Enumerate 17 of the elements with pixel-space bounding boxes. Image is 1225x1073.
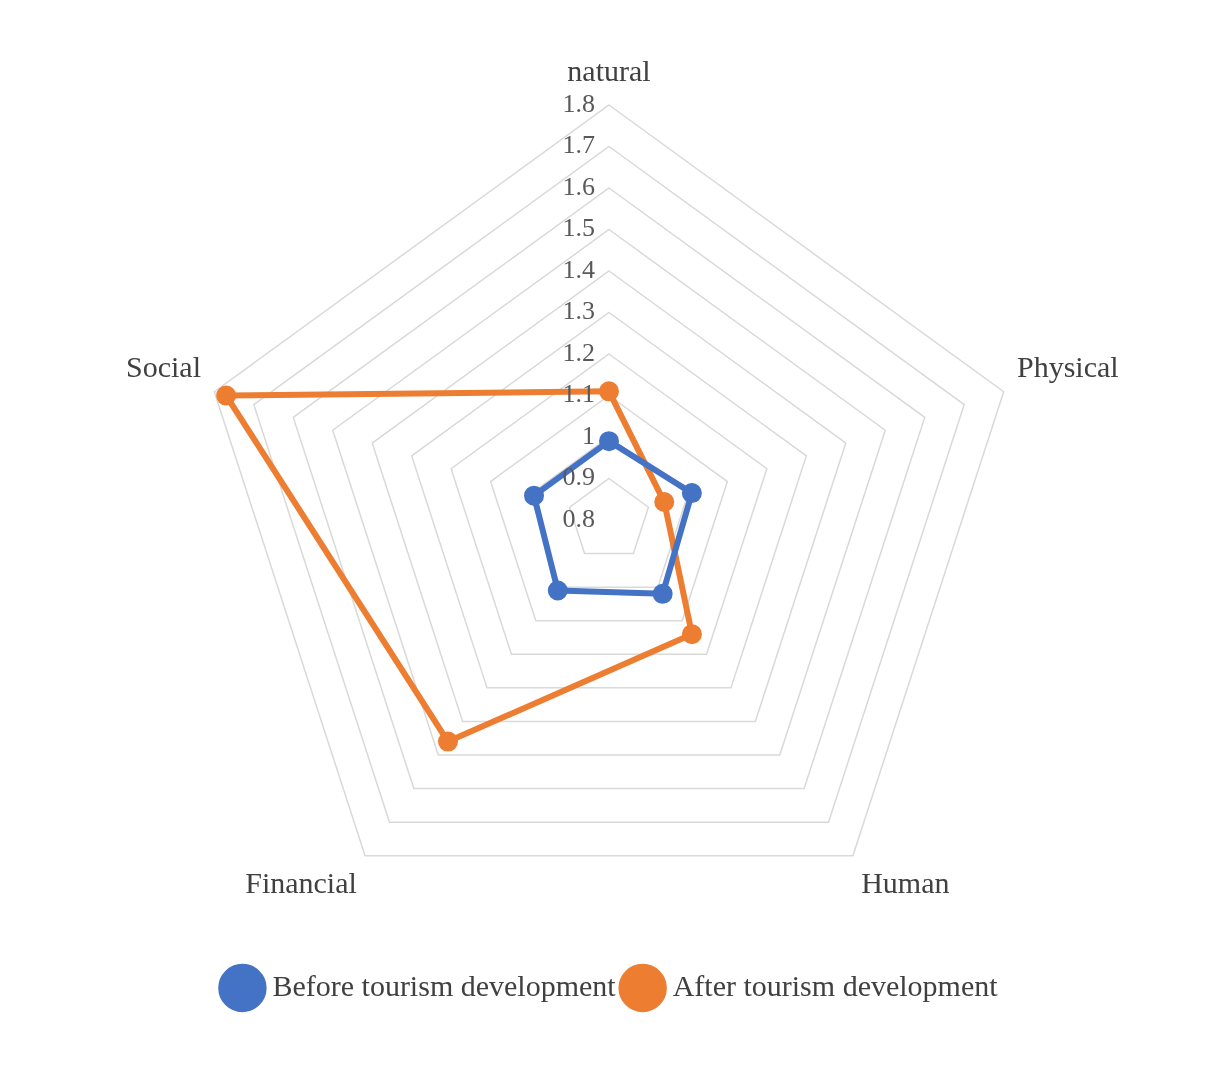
legend-label: After tourism development xyxy=(672,968,999,1002)
spoke-label: Physical xyxy=(1017,350,1119,384)
y-tick-label: 1.4 xyxy=(562,254,595,284)
spoke-label: Social xyxy=(126,350,201,384)
y-tick-label: 0.8 xyxy=(562,503,595,533)
y-tick-label: 1.7 xyxy=(562,130,595,160)
y-tick-label: 1.8 xyxy=(562,88,595,118)
spoke-label: natural xyxy=(567,53,651,87)
spoke-label: Financial xyxy=(245,865,357,899)
y-tick-label: 1.2 xyxy=(562,337,595,367)
spoke-label: Human xyxy=(861,865,950,899)
legend-label: Before tourism development xyxy=(272,968,617,1002)
y-tick-label: 0.9 xyxy=(562,462,595,492)
y-tick-label: 1.3 xyxy=(562,296,595,326)
y-tick-label: 1 xyxy=(582,420,595,450)
y-tick-label: 1.5 xyxy=(562,213,595,243)
y-tick-label: 1.6 xyxy=(562,171,595,201)
